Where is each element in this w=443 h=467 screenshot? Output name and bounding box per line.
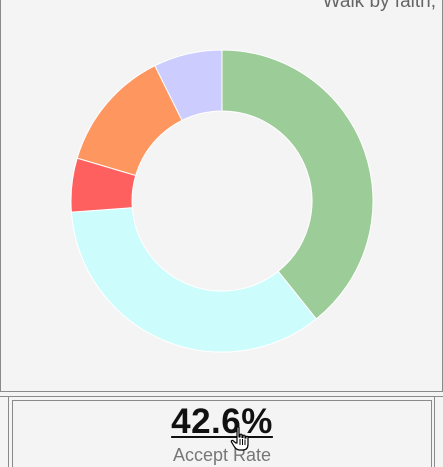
donut-slice-5[interactable]	[154, 49, 223, 122]
stats-row: 42.6% Accept Rate	[0, 396, 443, 467]
accept-rate-value[interactable]: 42.6%	[171, 402, 273, 441]
panel-gap	[0, 392, 443, 397]
donut-chart	[70, 49, 374, 353]
stats-left-cell	[0, 397, 9, 467]
header-caption: Walk by faith,	[322, 0, 436, 12]
donut-slice-1[interactable]	[221, 49, 374, 320]
stats-right-cell	[434, 397, 443, 467]
donut-slices	[70, 49, 374, 353]
chart-panel: Walk by faith,	[0, 0, 443, 392]
accept-rate-card: 42.6% Accept Rate	[12, 400, 432, 467]
donut-slice-2[interactable]	[70, 207, 317, 353]
hand-pointer-icon	[230, 426, 249, 451]
accept-rate-label: Accept Rate	[172, 445, 272, 465]
